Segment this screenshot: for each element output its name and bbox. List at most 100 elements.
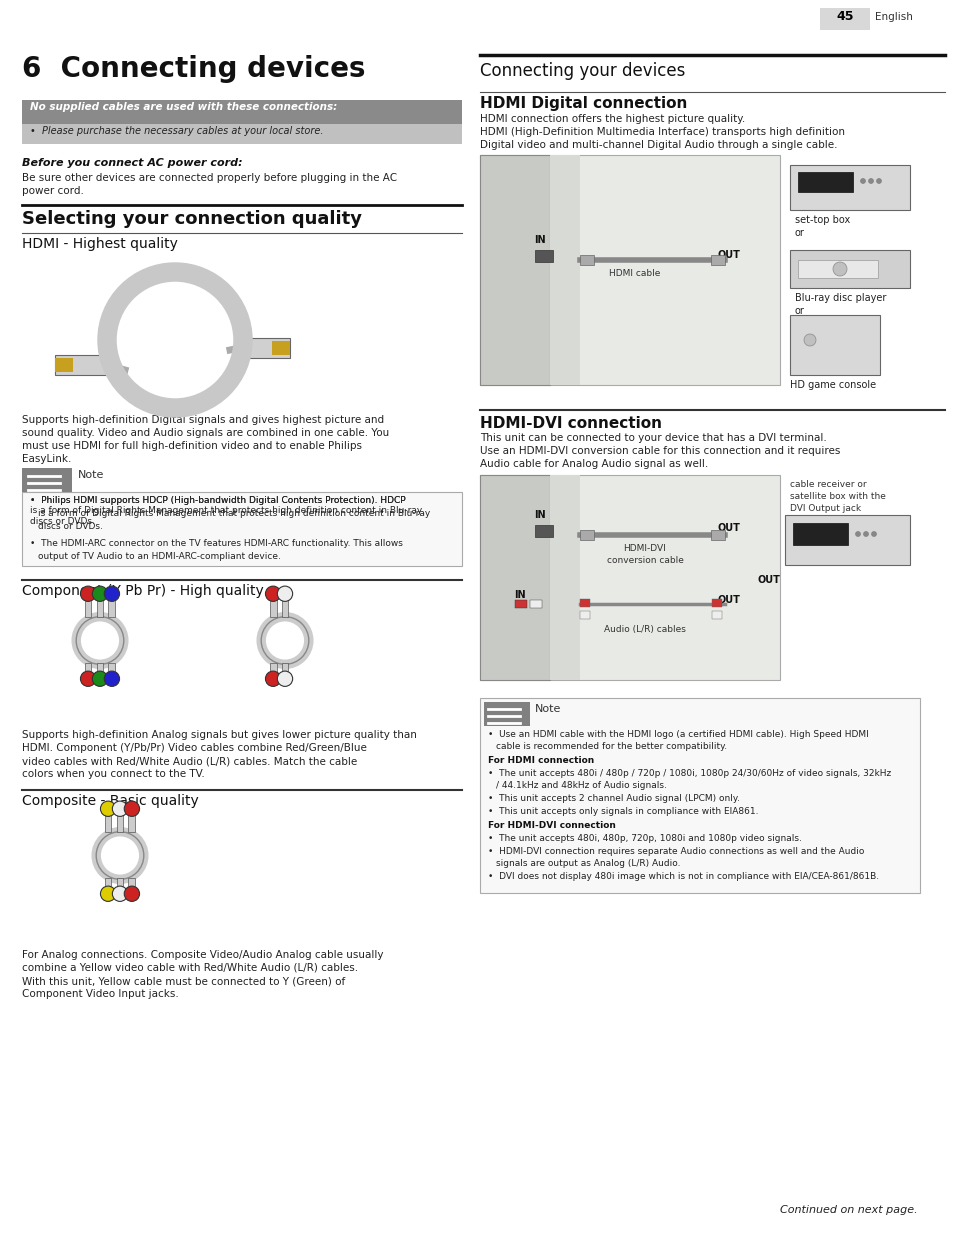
Text: •  Please purchase the necessary cables at your local store.: • Please purchase the necessary cables a…: [30, 126, 323, 136]
Bar: [789, 165, 909, 210]
Circle shape: [277, 587, 293, 601]
Text: or: or: [794, 306, 804, 316]
Text: English: English: [874, 12, 912, 22]
Text: Continued on next page.: Continued on next page.: [780, 1205, 917, 1215]
Circle shape: [80, 671, 95, 687]
Text: OUT: OUT: [718, 595, 740, 605]
Text: No supplied cables are used with these connections:: No supplied cables are used with these c…: [30, 103, 337, 112]
Bar: [116, 815, 123, 831]
Text: output of TV Audio to an HDMI-ARC-compliant device.: output of TV Audio to an HDMI-ARC-compli…: [38, 552, 280, 561]
Circle shape: [112, 802, 128, 816]
Text: •  Use an HDMI cable with the HDMI logo (a certified HDMI cable). High Speed HDM: • Use an HDMI cable with the HDMI logo (…: [488, 730, 868, 739]
Text: satellite box with the: satellite box with the: [789, 492, 885, 501]
Text: •  Philips HDMI supports HDCP (High-bandwidth Digital Contents Protection). HDCP: • Philips HDMI supports HDCP (High-bandw…: [30, 496, 422, 526]
Circle shape: [80, 587, 95, 601]
Text: Component Video Input jacks.: Component Video Input jacks.: [22, 989, 178, 999]
Bar: [711, 611, 721, 619]
Bar: [789, 315, 879, 375]
Text: OUT: OUT: [757, 576, 780, 585]
Circle shape: [867, 179, 873, 184]
Text: OUT: OUT: [718, 522, 740, 534]
Text: Supports high-definition Digital signals and gives highest picture and: Supports high-definition Digital signals…: [22, 415, 384, 425]
Text: For HDMI connection: For HDMI connection: [488, 756, 594, 764]
Bar: [784, 515, 909, 564]
Bar: [535, 249, 553, 262]
Bar: [792, 522, 847, 545]
Text: signals are output as Analog (L/R) Audio.: signals are output as Analog (L/R) Audio…: [496, 860, 679, 868]
Bar: [797, 172, 852, 191]
Text: Digital video and multi-channel Digital Audio through a single cable.: Digital video and multi-channel Digital …: [479, 140, 837, 149]
Bar: [272, 341, 290, 354]
Bar: [550, 156, 579, 385]
Text: Audio (L/R) cables: Audio (L/R) cables: [603, 625, 685, 634]
Circle shape: [112, 885, 128, 902]
Bar: [270, 663, 276, 679]
Text: video cables with Red/White Audio (L/R) cables. Match the cable: video cables with Red/White Audio (L/R) …: [22, 756, 356, 766]
Bar: [479, 156, 780, 385]
Text: 45: 45: [836, 10, 853, 23]
Text: With this unit, Yellow cable must be connected to Y (Green) of: With this unit, Yellow cable must be con…: [22, 976, 345, 986]
Text: Be sure other devices are connected properly before plugging in the AC: Be sure other devices are connected prop…: [22, 173, 396, 183]
Bar: [479, 475, 550, 680]
Text: IN: IN: [514, 590, 525, 600]
Text: 6  Connecting devices: 6 Connecting devices: [22, 56, 365, 83]
Text: discs or DVDs.: discs or DVDs.: [38, 522, 103, 531]
Text: Selecting your connection quality: Selecting your connection quality: [22, 210, 361, 228]
Text: or: or: [794, 228, 804, 238]
Bar: [479, 475, 780, 680]
Bar: [515, 600, 526, 608]
Bar: [530, 600, 541, 608]
Text: power cord.: power cord.: [22, 186, 84, 196]
Text: HDMI connection offers the highest picture quality.: HDMI connection offers the highest pictu…: [479, 114, 744, 124]
Circle shape: [832, 262, 846, 275]
Circle shape: [124, 885, 139, 902]
Text: CH 204: CH 204: [801, 173, 831, 182]
Bar: [105, 878, 112, 894]
Text: IN: IN: [534, 235, 545, 245]
Bar: [270, 600, 276, 616]
Text: For HDMI-DVI connection: For HDMI-DVI connection: [488, 821, 616, 830]
Text: Blu-ray disc player: Blu-ray disc player: [794, 293, 885, 303]
Text: combine a Yellow video cable with Red/White Audio (L/R) cables.: combine a Yellow video cable with Red/Wh…: [22, 963, 357, 973]
Bar: [55, 354, 107, 375]
Circle shape: [265, 671, 280, 687]
Text: HDMI Digital connection: HDMI Digital connection: [479, 96, 687, 111]
Text: Supports high-definition Analog signals but gives lower picture quality than: Supports high-definition Analog signals …: [22, 730, 416, 740]
Circle shape: [92, 671, 108, 687]
Circle shape: [876, 179, 881, 184]
Bar: [579, 530, 594, 540]
Bar: [281, 663, 288, 679]
Text: cable receiver or: cable receiver or: [789, 480, 865, 489]
Text: •  The unit accepts 480i, 480p, 720p, 1080i and 1080p video signals.: • The unit accepts 480i, 480p, 720p, 108…: [488, 834, 801, 844]
Bar: [129, 815, 135, 831]
Circle shape: [855, 531, 860, 536]
Bar: [579, 599, 589, 606]
Text: Component (Y Pb Pr) - High quality: Component (Y Pb Pr) - High quality: [22, 584, 263, 598]
Bar: [85, 600, 91, 616]
Circle shape: [92, 587, 108, 601]
Text: CH2O4: CH2O4: [795, 525, 824, 534]
Text: HD game console: HD game console: [789, 380, 875, 390]
Text: •  This unit accepts only signals in compliance with EIA861.: • This unit accepts only signals in comp…: [488, 806, 758, 816]
Bar: [797, 261, 877, 278]
Bar: [789, 249, 909, 288]
Text: IN: IN: [534, 510, 545, 520]
Bar: [109, 663, 115, 679]
Text: •  This unit accepts 2 channel Audio signal (LPCM) only.: • This unit accepts 2 channel Audio sign…: [488, 794, 740, 803]
Text: •  Philips HDMI supports HDCP (High-bandwidth Digital Contents Protection). HDCP: • Philips HDMI supports HDCP (High-bandw…: [30, 496, 405, 505]
Text: Composite - Basic quality: Composite - Basic quality: [22, 794, 198, 808]
Text: HDMI. Component (Y/Pb/Pr) Video cables combine Red/Green/Blue: HDMI. Component (Y/Pb/Pr) Video cables c…: [22, 743, 367, 753]
Text: set-top box: set-top box: [794, 215, 849, 225]
Text: sound quality. Video and Audio signals are combined in one cable. You: sound quality. Video and Audio signals a…: [22, 429, 389, 438]
Text: •  DVI does not display 480i image which is not in compliance with EIA/CEA-861/8: • DVI does not display 480i image which …: [488, 872, 879, 881]
Bar: [22, 492, 461, 566]
Bar: [820, 7, 869, 30]
Text: must use HDMI for full high-definition video and to enable Philips: must use HDMI for full high-definition v…: [22, 441, 361, 451]
Bar: [479, 156, 550, 385]
Text: colors when you connect to the TV.: colors when you connect to the TV.: [22, 769, 205, 779]
Bar: [711, 599, 721, 606]
Text: Connecting your devices: Connecting your devices: [479, 62, 684, 80]
Bar: [22, 468, 71, 492]
Text: EasyLink.: EasyLink.: [22, 454, 71, 464]
Circle shape: [862, 531, 867, 536]
